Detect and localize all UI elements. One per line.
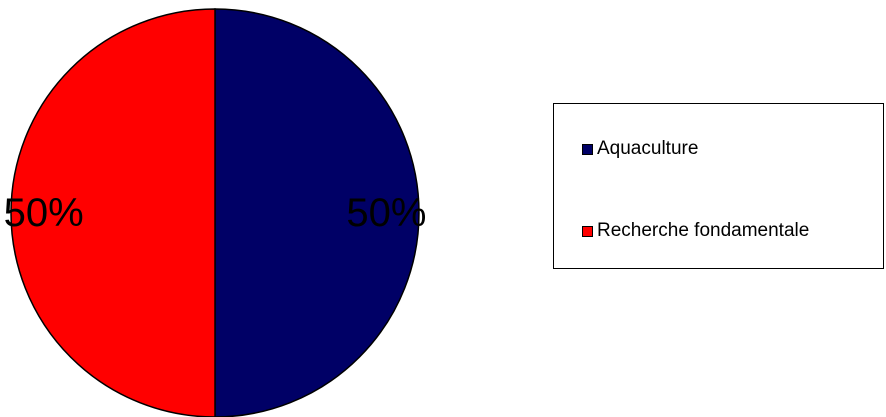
slice-value-label-recherche-fondamentale: 50% [4, 191, 84, 235]
legend-swatch-aquaculture [582, 144, 593, 155]
pie-chart: 50% 50% [0, 0, 440, 417]
legend-label-recherche-fondamentale: Recherche fondamentale [597, 220, 809, 242]
slice-value-label-aquaculture: 50% [346, 191, 426, 235]
chart-legend: Aquaculture Recherche fondamentale [553, 103, 884, 269]
legend-swatch-recherche-fondamentale [582, 226, 593, 237]
legend-label-aquaculture: Aquaculture [597, 138, 698, 160]
legend-item-aquaculture: Aquaculture [582, 138, 698, 160]
legend-item-recherche-fondamentale: Recherche fondamentale [582, 220, 809, 242]
